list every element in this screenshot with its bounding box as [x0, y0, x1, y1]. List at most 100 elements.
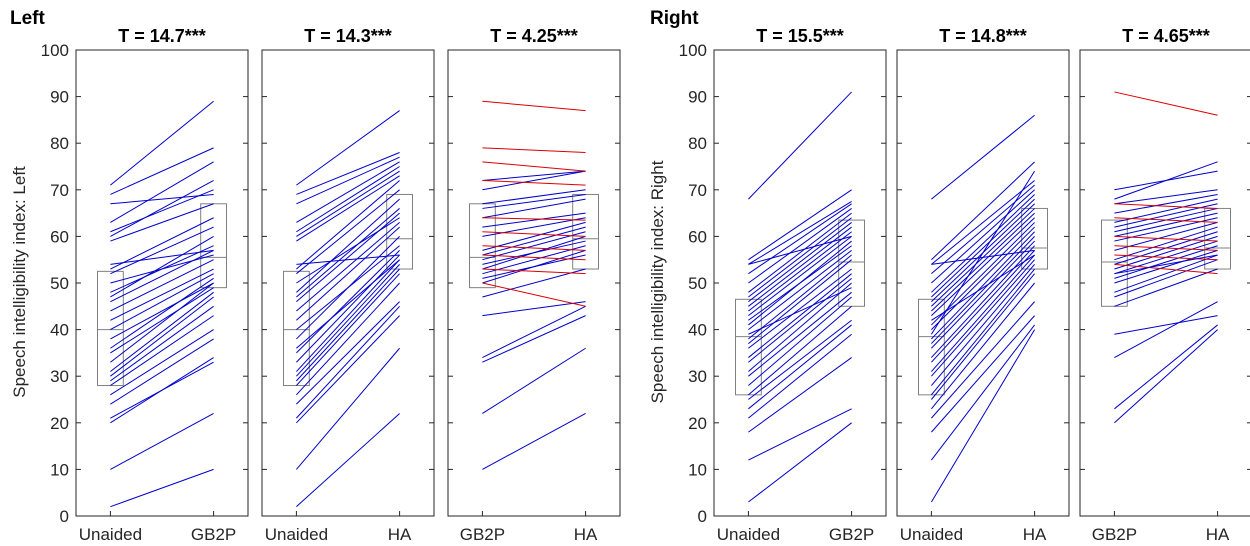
subject-line — [931, 254, 1035, 372]
y-tick-label: 70 — [688, 181, 707, 200]
y-tick-label: 80 — [50, 134, 69, 153]
subject-line — [482, 231, 586, 237]
subject-line — [482, 305, 586, 359]
subject-line — [110, 268, 214, 321]
y-tick-label: 50 — [50, 274, 69, 293]
subject-line — [482, 254, 586, 261]
subject-line — [748, 236, 852, 317]
subject-line — [931, 315, 1035, 433]
subject-line — [482, 282, 586, 307]
subject-line — [110, 249, 214, 265]
subject-line — [748, 217, 852, 298]
subject-line — [748, 212, 852, 293]
subject-line — [110, 282, 214, 340]
y-tick-label: 0 — [698, 507, 707, 526]
subject-line — [110, 413, 214, 470]
subject-line — [1114, 235, 1218, 270]
panel-1: T = 14.7*** 0 10 20 30 40 50 60 70 80 90 100 Unaided… — [41, 26, 249, 544]
y-tick-label: 40 — [50, 321, 69, 340]
panel-title: T = 4.25*** — [490, 26, 578, 46]
subject-line — [931, 217, 1035, 316]
subject-line — [748, 231, 852, 312]
box-iqr — [386, 193, 414, 270]
subject-line — [1114, 217, 1218, 223]
y-tick-label: 70 — [50, 181, 69, 200]
subject-line — [1114, 235, 1218, 242]
plot-frame — [896, 49, 1070, 517]
plot-frame — [261, 49, 435, 517]
subject-line — [931, 184, 1035, 275]
subject-line — [110, 315, 214, 386]
subject-line — [296, 273, 400, 386]
subject-line — [110, 249, 214, 303]
subject-line — [748, 259, 852, 344]
subject-line — [931, 226, 1035, 330]
subject-line — [110, 305, 214, 382]
subject-line — [296, 301, 400, 405]
subject-line — [110, 291, 214, 372]
y-tick-label: 80 — [688, 134, 707, 153]
y-tick-label: 30 — [688, 367, 707, 386]
subject-line — [748, 268, 852, 349]
subject-line — [296, 208, 400, 298]
plot-frame — [1079, 49, 1250, 517]
panel-title: T = 14.7*** — [118, 26, 206, 46]
y-tick-label: 10 — [50, 460, 69, 479]
panel-5: T = 14.8*** Unaided HA — [896, 26, 1070, 544]
panel-title: T = 4.65*** — [1122, 26, 1210, 46]
subject-line — [748, 408, 852, 461]
subject-line — [482, 189, 586, 205]
subject-line — [110, 296, 214, 377]
x-tick-label: Unaided — [79, 525, 142, 544]
subject-line — [748, 203, 852, 275]
subject-line — [931, 245, 1035, 358]
y-tick-label: 50 — [688, 274, 707, 293]
subject-line — [296, 161, 400, 223]
subject-line — [931, 250, 1035, 363]
subject-line — [296, 212, 400, 303]
subject-line — [748, 305, 852, 396]
subject-line — [748, 226, 852, 307]
panel-3: T = 4.25*** GB2P HA — [447, 26, 621, 544]
x-tick-label: Unaided — [265, 525, 328, 544]
subject-line — [748, 422, 852, 503]
subject-line — [482, 245, 586, 251]
subject-line — [748, 333, 852, 419]
subject-line — [748, 91, 852, 200]
subject-line — [482, 226, 586, 256]
subject-line — [482, 170, 586, 191]
subject-line — [296, 166, 400, 233]
subject-line — [110, 147, 214, 195]
subject-line — [931, 249, 1035, 265]
group-title-right: Right — [650, 8, 699, 29]
subject-line — [748, 249, 852, 330]
subject-line — [482, 147, 586, 154]
panel-6: T = 4.65*** GB2P HA — [1079, 26, 1250, 544]
panel-title: T = 14.3*** — [304, 26, 392, 46]
y-tick-label: 100 — [41, 41, 69, 60]
subject-line — [931, 180, 1035, 265]
subject-line — [296, 217, 400, 284]
subject-line — [296, 180, 400, 270]
y-tick-label: 90 — [50, 88, 69, 107]
subject-line — [1114, 245, 1218, 279]
y-tick-label: 0 — [60, 507, 69, 526]
subject-line — [110, 361, 214, 419]
subject-line — [296, 282, 400, 396]
x-tick-label: GB2P — [460, 525, 505, 544]
subject-line — [931, 198, 1035, 298]
subject-line — [931, 254, 1035, 321]
subject-line — [931, 231, 1035, 340]
subject-line — [931, 212, 1035, 312]
x-tick-label: Unaided — [717, 525, 780, 544]
subject-line — [931, 282, 1035, 410]
subject-line — [482, 198, 586, 219]
subject-line — [931, 259, 1035, 377]
box-iqr — [97, 270, 124, 387]
subject-line — [296, 226, 400, 321]
subject-line — [1114, 249, 1218, 284]
x-tick-label: GB2P — [1092, 525, 1137, 544]
subject-line — [296, 254, 400, 265]
x-tick-label: HA — [1206, 525, 1230, 544]
subject-line — [748, 282, 852, 372]
